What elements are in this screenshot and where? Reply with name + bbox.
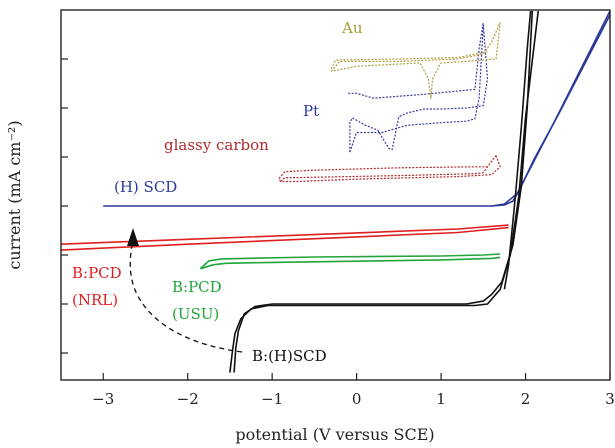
series-line-pt-loop-1: [349, 24, 484, 153]
annotation-au: Au: [341, 19, 363, 37]
x-axis-title: potential (V versus SCE): [235, 425, 434, 444]
series-line-b-h-scd-loop-1: [233, 10, 534, 373]
annotation-h-scd: (H) SCD: [114, 178, 177, 196]
series-line-pt-loop-3: [348, 22, 484, 99]
annotation-bpcd-usu-line1: B:PCD: [172, 278, 222, 296]
series-line-b-h-scd-loop-2: [229, 10, 539, 373]
x-tick-label: 1: [436, 390, 446, 408]
series-line-glassy-carbon-loop-1: [280, 155, 497, 182]
series-line-au-loop-2: [331, 22, 501, 99]
series-au: [330, 22, 501, 99]
series-line-b-pcd-nrl-loop-2: [60, 226, 509, 251]
series-b-pcd-nrl: [60, 224, 509, 251]
series-layer: [60, 10, 611, 373]
x-tick-label: −1: [261, 390, 283, 408]
series-line-pt-loop-2: [349, 24, 489, 153]
annotation-bpcd-nrl-line2: (NRL): [72, 291, 118, 309]
series-line-glassy-carbon-loop-3: [278, 166, 488, 182]
x-tick-label: 2: [521, 390, 531, 408]
series-b-h-scd: [229, 10, 539, 373]
series-line-h-scd-loop-2: [491, 10, 611, 207]
series-line-b-pcd-usu-loop-2: [200, 256, 501, 270]
series-line-glassy-carbon-loop-2: [280, 155, 501, 183]
annotation-glassy-carbon: glassy carbon: [164, 136, 269, 154]
series-pt: [348, 22, 489, 153]
y-axis-ticks: [61, 58, 68, 354]
series-line-au-loop-1: [330, 22, 501, 72]
series-b-pcd-usu: [199, 253, 501, 270]
x-tick-label: 0: [352, 390, 362, 408]
x-axis-tick-labels: −3 −2 −1 0 1 2 3: [92, 390, 615, 408]
dashed-arrow-curve: [129, 239, 243, 353]
annotation-pt: Pt: [303, 102, 319, 120]
y-axis-title: current (mA cm⁻²): [5, 120, 24, 269]
curve-annotations: Au Pt glassy carbon (H) SCD B:PCD (NRL) …: [72, 19, 363, 365]
series-line-b-pcd-nrl-loop-1: [60, 224, 509, 245]
plot-frame: [60, 9, 611, 381]
x-tick-label: −3: [92, 390, 114, 408]
annotation-bpcd-nrl-line1: B:PCD: [72, 264, 122, 282]
arrow-head: [127, 228, 139, 246]
series-line-b-h-scd-loop-3: [503, 10, 532, 290]
x-tick-label: −2: [177, 390, 199, 408]
annotation-bpcd-usu-line2: (USU): [172, 305, 219, 323]
series-glassy-carbon: [278, 155, 501, 183]
x-axis-ticks: [102, 373, 611, 380]
annotation-b-h-scd: B:(H)SCD: [252, 347, 327, 365]
x-tick-label: 3: [605, 390, 615, 408]
series-line-b-pcd-usu-loop-1: [199, 253, 501, 270]
